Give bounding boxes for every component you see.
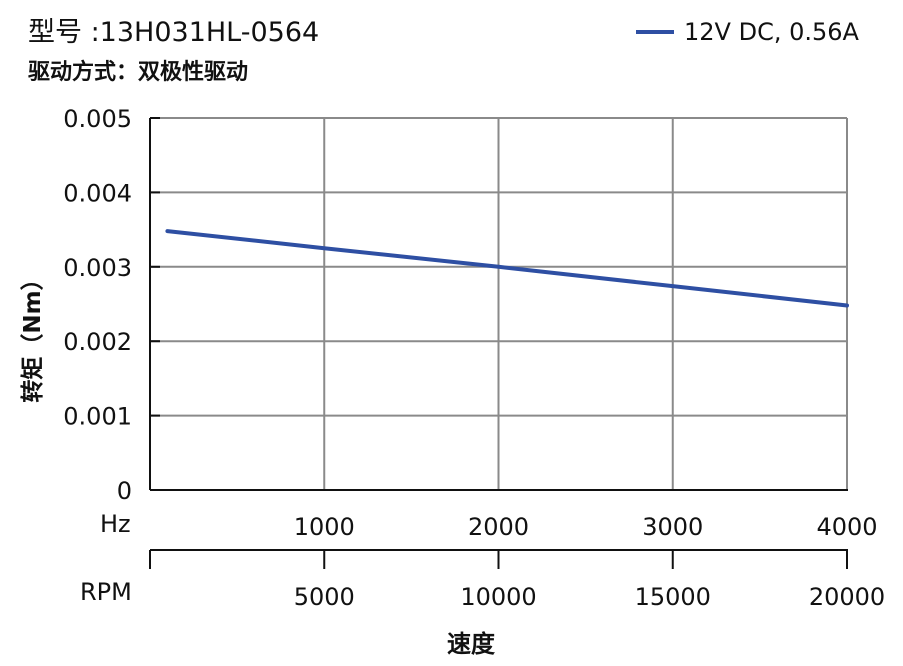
legend: 12V DC, 0.56A [636, 18, 859, 46]
rpm-unit-label: RPM [80, 578, 132, 606]
x-tick-label-hz: 1000 [294, 513, 355, 541]
y-tick-label: 0 [117, 477, 132, 505]
y-tick-label: 0.004 [63, 179, 132, 207]
y-tick-label: 0.001 [63, 403, 132, 431]
x-tick-label-hz: 4000 [816, 513, 877, 541]
x-tick-label-rpm: 10000 [460, 583, 536, 611]
legend-label: 12V DC, 0.56A [684, 18, 859, 46]
drive-mode-title: 驱动方式：双极性驱动 [28, 60, 249, 85]
x-tick-label-hz: 3000 [642, 513, 703, 541]
series-line [165, 229, 849, 308]
y-tick-label: 0.002 [63, 328, 132, 356]
y-tick-label: 0.005 [63, 105, 132, 133]
x-axis-label: 速度 [447, 630, 495, 658]
legend-swatch [636, 30, 674, 34]
x-tick-label-rpm: 15000 [635, 583, 711, 611]
hz-unit-label: Hz [100, 510, 131, 538]
y-tick-label: 0.003 [63, 254, 132, 282]
y-axis-label: 转矩（Nm） [20, 267, 46, 403]
x-tick-label-hz: 2000 [468, 513, 529, 541]
model-title: 型号 :13H031HL-0564 [28, 17, 320, 48]
x-tick-label-rpm: 20000 [809, 583, 885, 611]
x-tick-label-rpm: 5000 [294, 583, 355, 611]
